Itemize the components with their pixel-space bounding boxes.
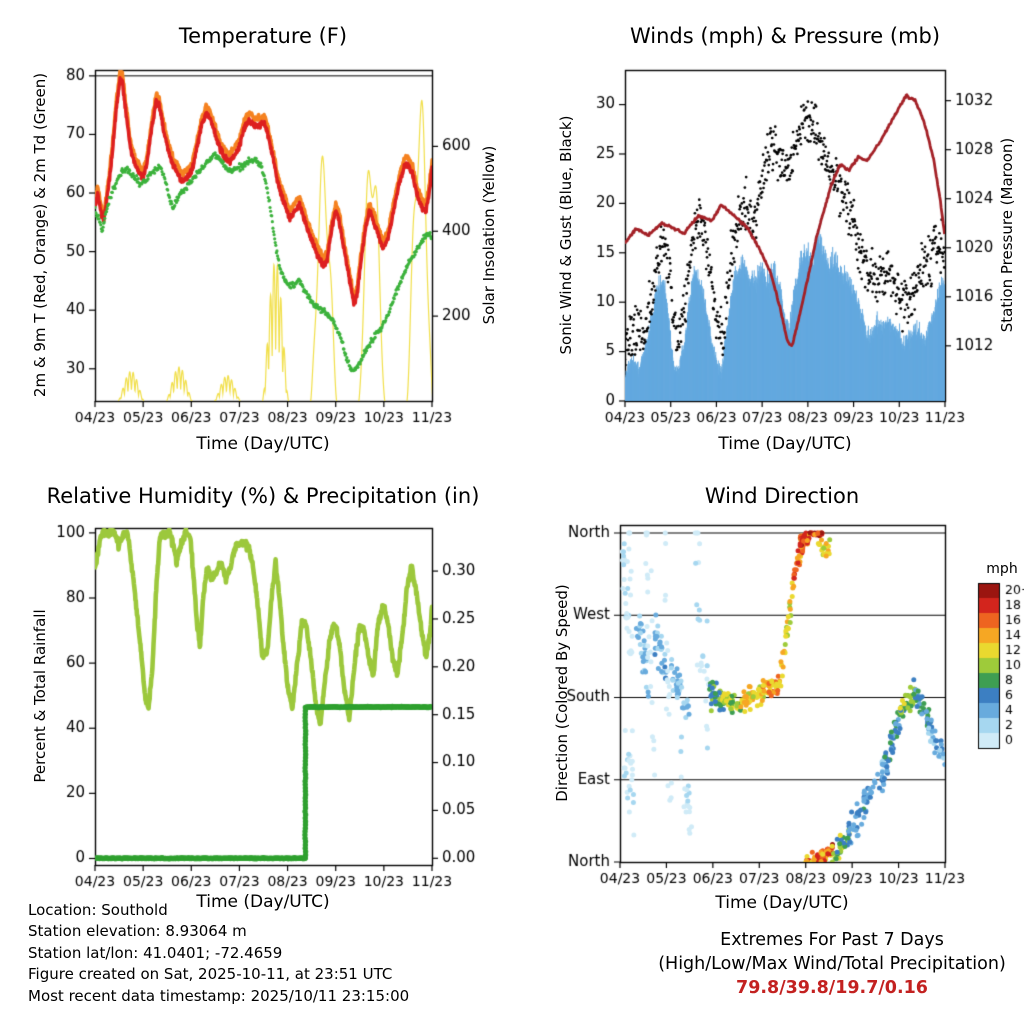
chart-title-winds-pressure: Winds (mph) & Pressure (mb) [629, 24, 941, 48]
chart-title-temperature: Temperature (F) [178, 24, 348, 48]
footer-location: Location: Southold [28, 901, 168, 919]
footer-created: Figure created on Sat, 2025-10-11, at 23… [28, 965, 393, 984]
colorbar-units-label: mph [986, 561, 1018, 577]
footer-elevation: Station elevation: 8.93064 m [28, 922, 247, 941]
chart-title-wind-direction: Wind Direction [704, 484, 860, 508]
y-axis-label-direction-left: Direction (Colored By Speed) [553, 584, 571, 802]
x-axis-label-temperature: Time (Day/UTC) [196, 434, 330, 454]
chart-title-humidity-precip: Relative Humidity (%) & Precipitation (i… [46, 484, 480, 508]
y-axis-label-wind-left: Sonic Wind & Gust (Blue, Black) [557, 115, 575, 355]
extremes-block: Extremes For Past 7 Days (High/Low/Max W… [658, 928, 1006, 1000]
y-axis-label-solar-right: Solar Insolation (Yellow) [480, 145, 498, 325]
x-axis-label-winds: Time (Day/UTC) [718, 434, 852, 454]
station-info-block: Location: Southold Station elevation: 8.… [28, 900, 409, 1007]
extremes-subtitle: (High/Low/Max Wind/Total Precipitation) [658, 954, 1006, 974]
footer-latlon: Station lat/lon: 41.0401; -72.4659 [28, 943, 283, 962]
y-axis-label-temperature-left: 2m & 9m T (Red, Orange) & 2m Td (Green) [31, 72, 49, 398]
y-axis-label-pressure-right: Station Pressure (Maroon) [998, 137, 1016, 333]
y-axis-label-humidity-left: Percent & Total Rainfall [31, 609, 49, 783]
footer-timestamp: Most recent data timestamp: 2025/10/11 2… [28, 986, 410, 1005]
x-axis-label-wind-direction: Time (Day/UTC) [715, 893, 849, 913]
x-axis-label-humidity: Time (Day/UTC) [196, 892, 330, 912]
extremes-values: 79.8/39.8/19.7/0.16 [736, 978, 928, 998]
extremes-title: Extremes For Past 7 Days [720, 930, 944, 950]
